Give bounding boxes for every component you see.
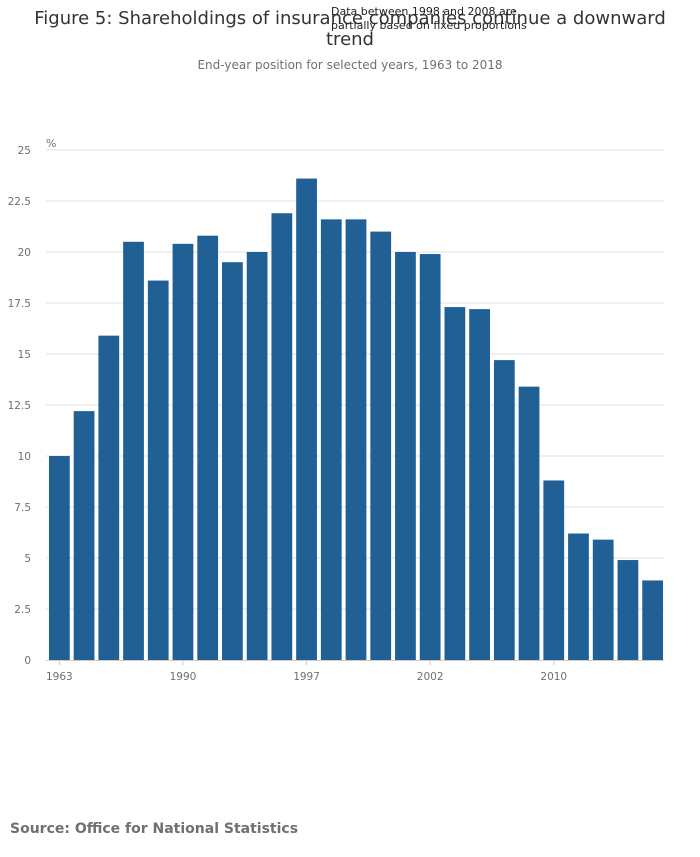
y-axis-unit-label: % — [46, 137, 56, 150]
bar — [518, 386, 540, 660]
bars — [48, 178, 664, 661]
bar — [642, 580, 664, 660]
bar — [147, 280, 169, 660]
annotation-line-2: partially based on fixed proportions — [331, 19, 527, 32]
x-tick-label: 1990 — [170, 671, 197, 683]
bar — [395, 252, 416, 660]
bar — [197, 235, 219, 660]
bar — [444, 307, 466, 660]
bar — [345, 219, 367, 661]
bar — [320, 219, 342, 661]
bar — [419, 254, 441, 661]
y-tick-label: 5 — [24, 553, 31, 565]
bar — [543, 480, 565, 660]
y-tick-label: 25 — [18, 145, 31, 157]
chart-title-line-1: Figure 5: Shareholdings of insurance com… — [34, 8, 666, 29]
bar — [296, 178, 317, 660]
bar — [568, 533, 589, 660]
y-tick-label: 2.5 — [14, 604, 31, 616]
bar — [271, 213, 293, 661]
chart-subtitle: End-year position for selected years, 19… — [197, 58, 502, 72]
y-tick-label: 15 — [18, 349, 31, 361]
bar — [617, 560, 639, 660]
bar — [222, 262, 243, 660]
bar — [48, 456, 70, 660]
y-tick-label: 10 — [18, 451, 31, 463]
bar — [469, 309, 490, 660]
x-tick-label: 2002 — [417, 671, 444, 683]
bar — [370, 231, 392, 660]
source-note: Source: Office for National Statistics — [10, 821, 299, 837]
x-tick-label: 1997 — [293, 671, 320, 683]
x-tick-label: 2010 — [540, 671, 567, 683]
bar — [592, 539, 614, 660]
y-tick-label: 22.5 — [8, 196, 31, 208]
y-tick-label: 20 — [18, 247, 31, 259]
y-tick-label: 12.5 — [8, 400, 31, 412]
y-tick-label: 0 — [24, 655, 31, 667]
annotation-line-1: Data between 1998 and 2008 are — [331, 5, 517, 18]
bar — [172, 243, 194, 660]
x-tick-label: 1963 — [46, 671, 73, 683]
bar — [123, 241, 144, 661]
y-axis-ticks: 0 2.5 5 7.5 10 12.5 15 17.5 20 22.5 25 — [8, 145, 31, 667]
y-tick-label: 7.5 — [14, 502, 31, 514]
chart-title-line-2: trend — [326, 29, 374, 50]
bar — [246, 252, 268, 660]
bar — [98, 335, 120, 660]
x-axis-ticks: 1963 1990 1997 2002 2010 — [46, 660, 567, 683]
bar — [73, 411, 95, 660]
y-tick-label: 17.5 — [8, 298, 31, 310]
bar — [493, 360, 515, 660]
